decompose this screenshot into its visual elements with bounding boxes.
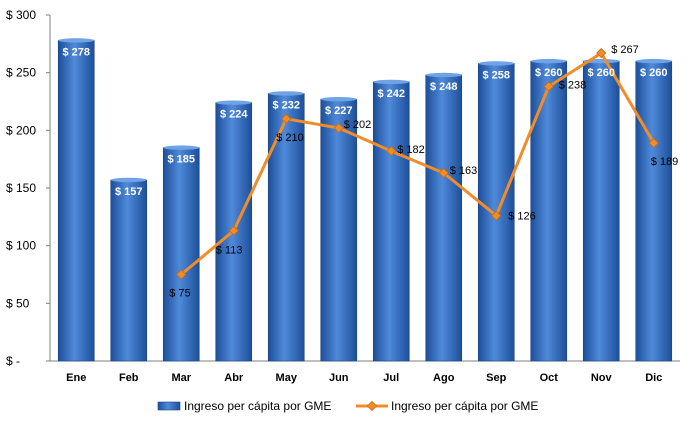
bar-top — [635, 58, 672, 64]
bar-top — [215, 100, 252, 105]
x-tick-label: Ago — [433, 372, 455, 384]
y-tick-label: $ 200 — [6, 123, 36, 137]
bar-data-label: $ 227 — [325, 105, 353, 117]
line-point — [386, 146, 397, 157]
bar-data-label: $ 224 — [220, 109, 248, 121]
bar-data-label: $ 157 — [115, 186, 143, 198]
legend: Ingreso per cápita por GME Ingreso per cá… — [157, 399, 538, 413]
bar — [57, 40, 95, 362]
x-tick-label: Feb — [119, 372, 139, 384]
line-data-label: $ 75 — [169, 288, 190, 300]
legend-swatch-bar — [157, 401, 181, 411]
bar-top — [373, 79, 410, 85]
line-point — [596, 47, 607, 59]
line-data-label: $ 126 — [508, 211, 536, 223]
y-tick-label: $ 250 — [6, 66, 36, 80]
line-data-label: $ 182 — [397, 144, 425, 156]
bar-data-label: $ 232 — [272, 99, 300, 111]
bar — [425, 74, 463, 362]
bar-top — [110, 177, 147, 183]
line-point — [438, 167, 449, 179]
bar — [372, 81, 410, 362]
bar — [267, 93, 305, 362]
x-tick-label: Abr — [224, 372, 244, 384]
line-data-label: $ 202 — [344, 119, 372, 131]
line-data-label: $ 113 — [216, 245, 243, 257]
line-data-label: $ 189 — [651, 156, 679, 168]
line-point — [333, 122, 344, 134]
bar — [162, 147, 200, 362]
y-tick-label: $ 150 — [6, 181, 36, 195]
x-tick-label: Ene — [66, 372, 86, 384]
y-tick-label: $ 100 — [6, 239, 36, 253]
x-tick-label: Jul — [383, 372, 399, 384]
bar — [110, 179, 148, 362]
x-tick-label: Mar — [171, 372, 191, 384]
line-data-label: $ 267 — [611, 44, 639, 56]
data-labels: $ 278 $ 157 $ 185 $ 224 $ 232 $ 227 $ 242 $ 248… — [62, 44, 678, 299]
bar-data-label: $ 260 — [535, 67, 563, 79]
bar-data-label: $ 278 — [62, 46, 90, 58]
bar — [635, 60, 673, 362]
line-point — [491, 210, 502, 221]
bar-top — [163, 145, 200, 150]
line-data-label: $ 163 — [450, 165, 478, 177]
bar-top — [530, 58, 567, 64]
line-data-label: $ 210 — [276, 132, 304, 144]
line-point — [543, 81, 554, 92]
bar-top — [320, 96, 357, 102]
x-tick-label: Sep — [486, 372, 506, 384]
legend-swatch-marker — [366, 400, 378, 412]
bar-data-label: $ 260 — [640, 67, 668, 79]
bar-top — [478, 61, 515, 66]
x-tick-label: Dic — [645, 372, 662, 384]
bar-data-label: $ 258 — [482, 69, 510, 81]
line-point — [648, 137, 659, 149]
bar-top — [58, 38, 95, 43]
bar-data-label: $ 185 — [167, 154, 195, 166]
bar-data-label: $ 248 — [430, 81, 458, 93]
x-tick-label: Nov — [591, 372, 613, 384]
bar-top — [268, 91, 305, 96]
bar-data-label: $ 260 — [587, 67, 615, 79]
series-line — [180, 50, 656, 276]
y-tick-label: $ 300 — [6, 8, 36, 22]
bar-data-label: $ 242 — [377, 88, 405, 100]
legend-label-bar: Ingreso per cápita por GME — [184, 399, 331, 413]
y-tick-label: $ - — [6, 354, 20, 368]
axes: $ - $ 50 $ 100 $ 150 $ 200 $ 250 $ 300 Ene Feb Ma… — [6, 8, 680, 384]
bar — [530, 60, 568, 362]
line-point — [281, 113, 292, 124]
y-tick-label: $ 50 — [6, 296, 30, 310]
line-point — [228, 225, 239, 236]
x-tick-label: May — [276, 372, 298, 384]
legend-label-line: Ingreso per cápita por GME — [391, 399, 538, 413]
line-point — [176, 269, 187, 280]
x-tick-label: Oct — [540, 372, 559, 384]
line-series — [176, 47, 659, 280]
bar — [582, 60, 620, 362]
bar — [320, 98, 358, 362]
bar-top — [425, 72, 462, 78]
x-tick-label: Jun — [329, 372, 349, 384]
line-data-label: $ 238 — [559, 80, 587, 92]
